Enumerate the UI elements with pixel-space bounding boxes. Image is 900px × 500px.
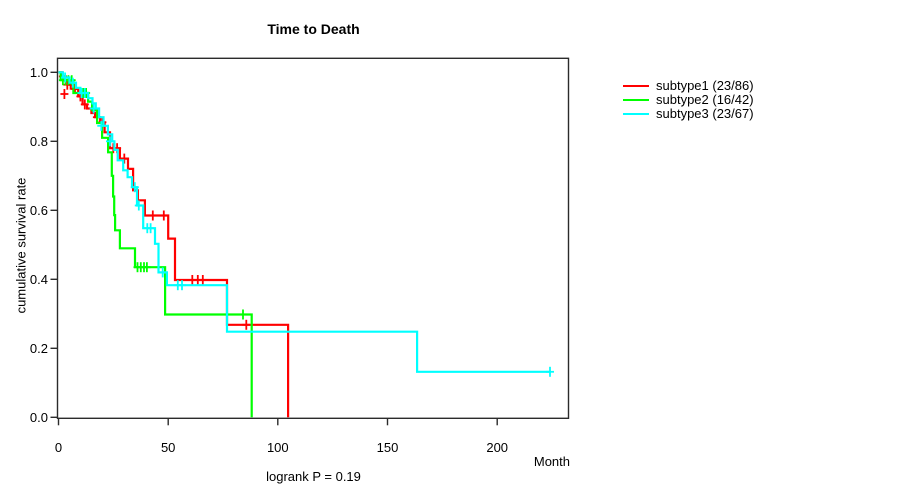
x-axis-label: Month [533,454,570,469]
survival-curve-subtype3 [58,71,550,373]
y-axis-tick-label: 0.2 [30,341,48,356]
x-axis-tick-label: 150 [377,440,399,455]
x-axis-tick-label: 100 [267,440,289,455]
legend-line-swatch [623,99,649,101]
y-axis-tick-label: 0.8 [30,134,48,149]
plot-box [56,57,570,419]
x-axis-tick-label: 0 [55,440,62,455]
legend-line-swatch [623,85,649,87]
legend-item-subtype2: subtype2 (16/42) [623,93,754,107]
legend-line-swatch [623,113,649,115]
legend-item-label: subtype1 (23/86) [656,78,754,93]
x-axis-tick-label: 200 [486,440,508,455]
legend-item-subtype3: subtype3 (23/67) [623,107,754,121]
legend-item-label: subtype3 (23/67) [656,106,754,121]
x-axis-tick-label: 50 [161,440,175,455]
logrank-annotation: logrank P = 0.19 [266,469,361,484]
y-axis-tick-label: 0.0 [30,410,48,425]
legend-item-label: subtype2 (16/42) [656,92,754,107]
y-axis-tick-label: 0.6 [30,203,48,218]
survival-curve-subtype1 [58,71,290,418]
legend: subtype1 (23/86) subtype2 (16/42) subtype3… [623,79,754,121]
y-axis-tick-label: 1.0 [30,65,48,80]
chart-title: Time to Death [267,21,360,37]
y-axis-tick-label: 0.4 [30,272,48,287]
legend-item-subtype1: subtype1 (23/86) [623,79,754,93]
